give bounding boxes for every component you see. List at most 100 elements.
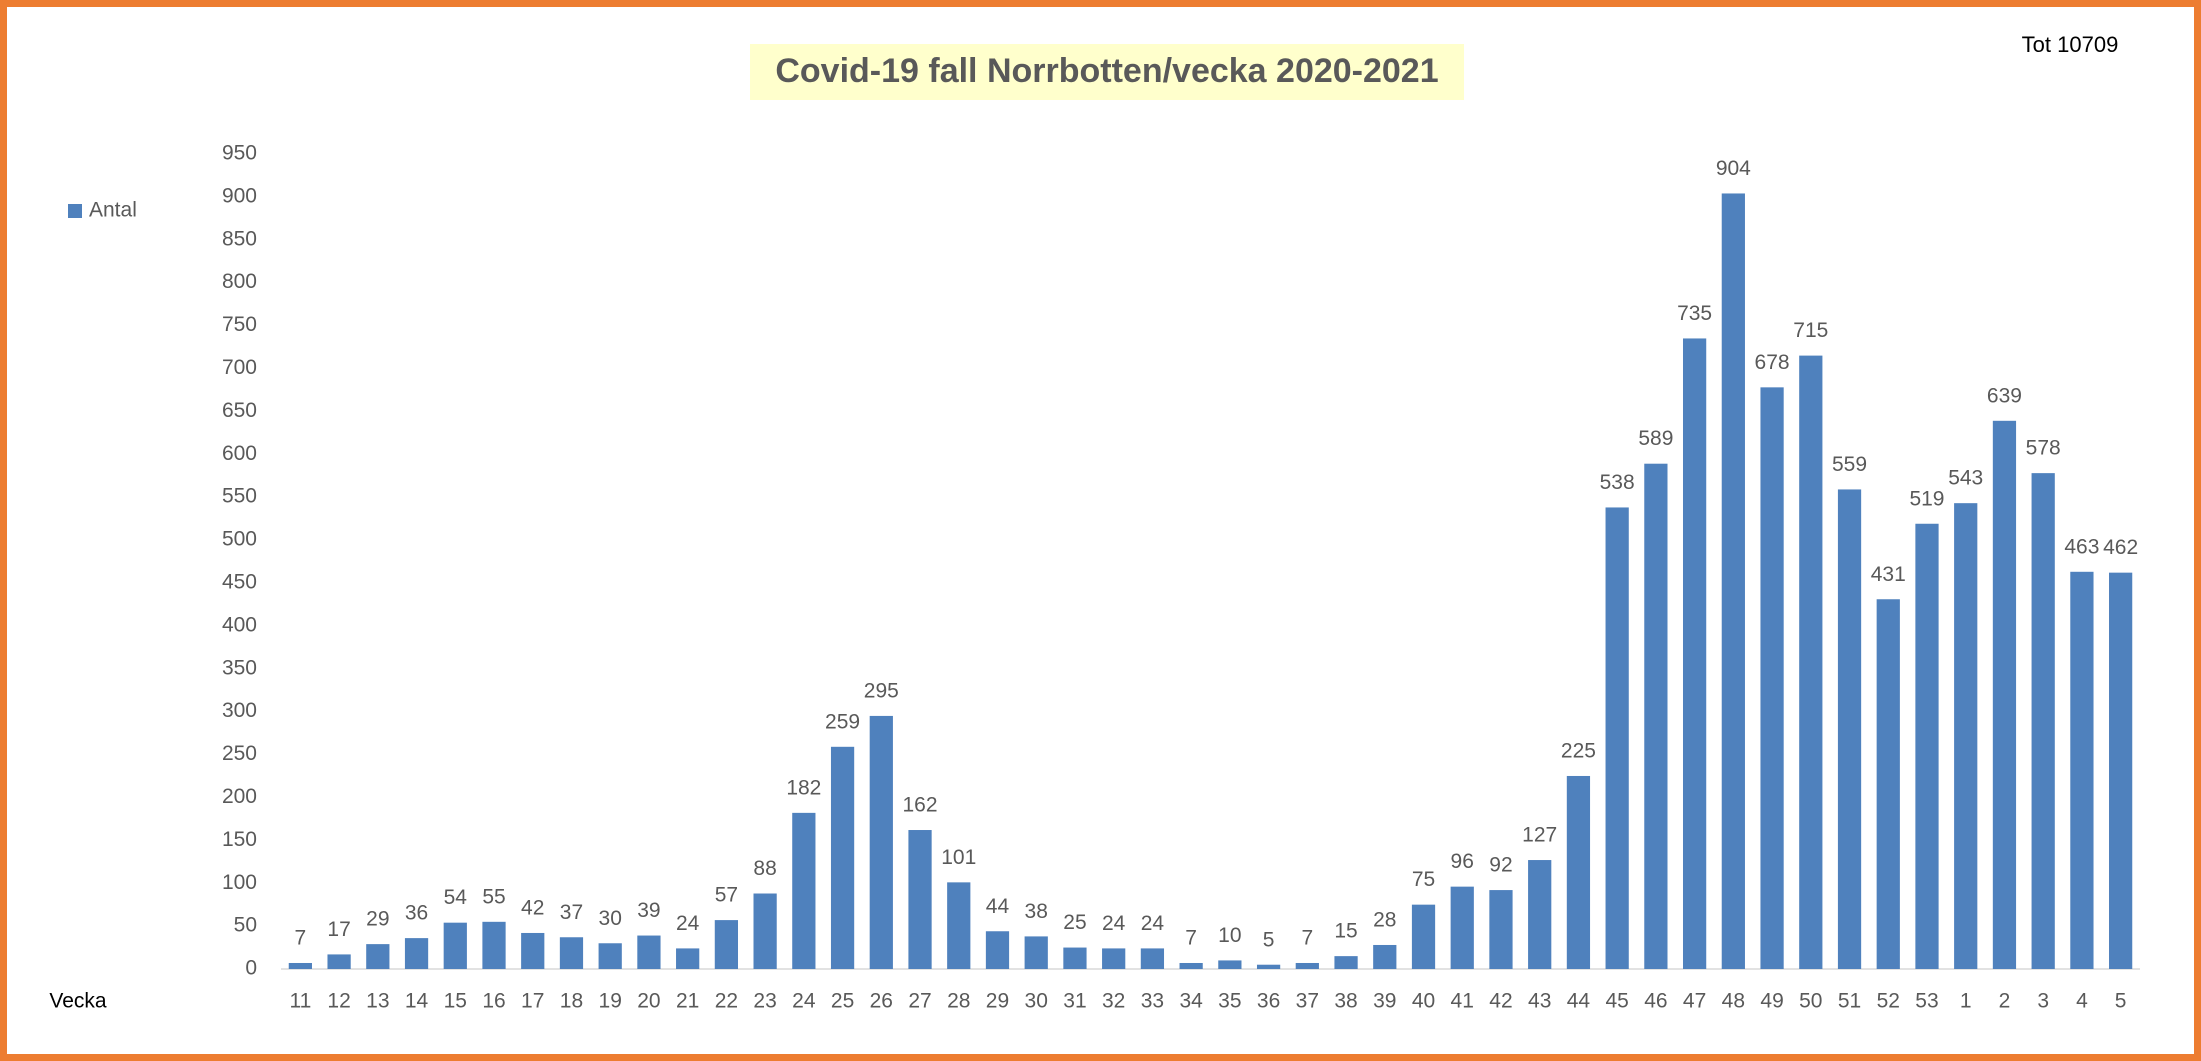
bar xyxy=(1644,463,1668,969)
bar xyxy=(1992,420,2017,969)
x-tick-label: 11 xyxy=(289,990,311,1013)
x-tick-label: 14 xyxy=(405,990,429,1013)
y-tick-label: 850 xyxy=(222,227,257,250)
legend-swatch xyxy=(68,204,82,218)
y-tick-label: 800 xyxy=(222,270,257,293)
data-label: 462 xyxy=(2103,536,2138,559)
x-tick-label: 4 xyxy=(2076,990,2088,1013)
x-tick-label: 43 xyxy=(1528,990,1551,1013)
x-tick-label: 2 xyxy=(1999,990,2011,1013)
x-tick-label: 33 xyxy=(1141,990,1164,1013)
data-label: 10 xyxy=(1218,924,1241,947)
chart-title: Covid-19 fall Norrbotten/vecka 2020-2021 xyxy=(775,52,1438,90)
data-label: 127 xyxy=(1522,824,1557,847)
x-tick-label: 12 xyxy=(327,990,350,1013)
bar xyxy=(2031,473,2055,969)
x-tick-label: 28 xyxy=(947,990,970,1013)
y-tick-label: 950 xyxy=(222,142,257,165)
data-label: 295 xyxy=(864,679,899,702)
x-tick-label: 39 xyxy=(1373,990,1396,1013)
bar xyxy=(792,812,816,969)
x-axis-label: Vecka xyxy=(49,990,107,1013)
x-tick-label: 32 xyxy=(1102,990,1125,1013)
data-label: 538 xyxy=(1600,471,1635,494)
bar xyxy=(559,937,584,969)
data-label: 15 xyxy=(1334,920,1357,943)
bar xyxy=(2109,572,2133,969)
bar xyxy=(443,922,467,969)
x-tick-label: 15 xyxy=(444,990,467,1013)
bar xyxy=(1760,387,1784,969)
y-tick-label: 50 xyxy=(234,914,257,937)
bar xyxy=(1102,948,1126,969)
data-label: 578 xyxy=(2026,437,2061,460)
data-label: 88 xyxy=(753,857,776,880)
data-label: 101 xyxy=(941,846,976,869)
x-tick-label: 17 xyxy=(521,990,544,1013)
data-label: 57 xyxy=(715,884,738,907)
data-label: 715 xyxy=(1793,319,1828,342)
bar xyxy=(598,943,622,969)
bar xyxy=(637,935,661,969)
x-tick-label: 22 xyxy=(715,990,738,1013)
bar xyxy=(1528,860,1552,969)
y-tick-label: 100 xyxy=(222,871,257,894)
data-label: 24 xyxy=(1102,912,1126,935)
x-tick-label: 34 xyxy=(1179,990,1203,1013)
x-tick-label: 48 xyxy=(1722,990,1745,1013)
bar xyxy=(1489,890,1513,969)
data-label: 39 xyxy=(637,899,660,922)
x-tick-label: 3 xyxy=(2037,990,2049,1013)
y-tick-label: 250 xyxy=(222,742,257,765)
x-tick-label: 40 xyxy=(1412,990,1435,1013)
bar xyxy=(1450,886,1474,969)
data-label: 225 xyxy=(1561,740,1596,763)
y-tick-label: 400 xyxy=(222,613,257,636)
bar xyxy=(2070,571,2094,969)
y-tick-label: 150 xyxy=(222,828,257,851)
data-label: 5 xyxy=(1263,928,1275,951)
bar xyxy=(1721,193,1745,970)
bar xyxy=(753,893,777,969)
bar xyxy=(869,715,893,969)
data-label: 24 xyxy=(1141,912,1165,935)
data-label: 96 xyxy=(1451,850,1474,873)
title-box xyxy=(750,44,1464,100)
x-tick-label: 21 xyxy=(676,990,699,1013)
data-label: 7 xyxy=(1301,927,1313,950)
y-tick-label: 550 xyxy=(222,485,257,508)
data-label: 54 xyxy=(444,886,468,909)
data-label: 92 xyxy=(1489,854,1512,877)
bar xyxy=(404,938,429,969)
bar xyxy=(1373,944,1397,969)
x-tick-label: 50 xyxy=(1799,990,1822,1013)
x-tick-label: 52 xyxy=(1877,990,1900,1013)
y-tick-label: 700 xyxy=(222,356,257,379)
data-label: 7 xyxy=(1185,927,1197,950)
x-tick-label: 29 xyxy=(986,990,1009,1013)
y-tick-label: 750 xyxy=(222,313,257,336)
data-label: 42 xyxy=(521,897,544,920)
x-tick-label: 19 xyxy=(599,990,622,1013)
data-label: 678 xyxy=(1755,351,1790,374)
y-tick-label: 350 xyxy=(222,656,257,679)
data-label: 519 xyxy=(1909,487,1944,510)
data-label: 17 xyxy=(327,918,350,941)
bar xyxy=(1334,956,1358,969)
x-tick-label: 20 xyxy=(637,990,660,1013)
bar xyxy=(714,920,739,969)
x-tick-label: 53 xyxy=(1915,990,1938,1013)
data-label: 30 xyxy=(599,907,622,930)
bar xyxy=(1295,962,1319,969)
bar xyxy=(676,948,700,969)
y-tick-label: 0 xyxy=(245,957,257,980)
data-label: 431 xyxy=(1871,563,1906,586)
data-label: 589 xyxy=(1638,427,1673,450)
x-tick-label: 24 xyxy=(792,990,816,1013)
x-tick-label: 45 xyxy=(1605,990,1628,1013)
data-label: 25 xyxy=(1063,911,1086,934)
y-tick-label: 300 xyxy=(222,699,257,722)
bar xyxy=(985,931,1010,969)
bar xyxy=(1566,775,1591,969)
